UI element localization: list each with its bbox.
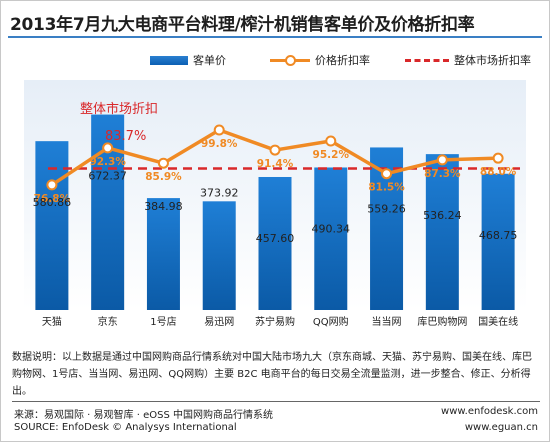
bar-2 <box>146 198 180 310</box>
rate-value-label: 92.3% <box>89 156 126 168</box>
title-rule <box>8 36 542 38</box>
rate-value-label: 87.3% <box>424 168 461 180</box>
bar-value-label: 468.75 <box>479 229 518 242</box>
x-tick-label: 苏宁易购 <box>255 315 295 328</box>
x-tick-label: 1号店 <box>150 315 176 328</box>
bar-value-label: 536.24 <box>423 209 462 222</box>
rate-value-label: 91.4% <box>257 158 294 170</box>
data-notes: 数据说明：以上数据是通过中国网购商品行情系统对中国大陆市场九大（京东商城、天猫、… <box>12 352 532 397</box>
bar-3 <box>202 201 236 310</box>
bar-value-label: 580.86 <box>33 196 72 209</box>
x-tick-label: 京东 <box>98 315 118 328</box>
x-tick-label: 当当网 <box>372 315 402 328</box>
bar-value-label: 672.37 <box>88 170 127 183</box>
legend-reference-label: 整体市场折扣率 <box>454 54 531 67</box>
rate-value-label: 95.2% <box>313 149 350 161</box>
rate-point-4 <box>269 144 281 156</box>
rate-point-5 <box>325 135 337 147</box>
bar-4 <box>258 176 292 310</box>
legend-item-bar: 客单价 <box>150 53 226 67</box>
bar-0 <box>35 141 69 310</box>
x-tick-label: 国美在线 <box>478 315 518 328</box>
source-cn: 来源：易观国际 · 易观智库 · eOSS 中国网购商品行情系统 <box>14 410 273 421</box>
rate-value-label: 85.9% <box>145 171 182 183</box>
x-tick-label: QQ网购 <box>313 315 349 328</box>
rate-point-7 <box>436 154 448 166</box>
rate-value-label: 76.8% <box>34 193 71 205</box>
reference-annotation: 整体市场折扣 <box>80 101 158 117</box>
bar-value-label: 373.92 <box>200 186 239 199</box>
bar-5 <box>314 167 348 310</box>
rate-point-0 <box>46 179 58 191</box>
bar-8 <box>481 173 515 310</box>
bar-value-label: 559.26 <box>367 202 406 215</box>
source-rule <box>12 401 540 402</box>
legend-line-swatch <box>270 55 310 66</box>
website-enfodesk: www.enfodesk.com <box>441 406 538 417</box>
legend-bar-label: 客单价 <box>193 54 226 67</box>
rate-point-1 <box>102 142 114 154</box>
legend-dash-swatch <box>405 58 449 62</box>
legend-bar-swatch <box>150 55 188 65</box>
rate-value-label: 99.8% <box>201 138 238 150</box>
reference-value-label: 83.7% <box>105 129 146 144</box>
legend: 客单价 价格折扣率 整体市场折扣率 <box>150 53 542 67</box>
bar-7 <box>425 154 459 310</box>
legend-item-line: 价格折扣率 <box>270 53 370 67</box>
x-tick-label: 库巴购物网 <box>417 315 467 328</box>
rate-point-3 <box>213 124 225 136</box>
rate-value-label: 88.0% <box>480 166 517 178</box>
rate-value-label: 81.5% <box>368 182 405 194</box>
bar-value-label: 490.34 <box>312 222 351 235</box>
rate-point-2 <box>157 157 169 169</box>
chart-title: 2013年7月九大电商平台料理/榨汁机销售客单价及价格折扣率 <box>10 15 475 35</box>
x-tick-label: 天猫 <box>42 315 62 328</box>
x-tick-label: 易迅网 <box>204 316 234 328</box>
bar-value-label: 384.98 <box>144 200 183 213</box>
rate-point-6 <box>381 168 393 180</box>
legend-item-reference: 整体市场折扣率 <box>405 53 531 67</box>
website-eguan: www.eguan.cn <box>464 422 538 433</box>
rate-point-8 <box>492 152 504 164</box>
legend-line-label: 价格折扣率 <box>315 54 370 67</box>
source-en: SOURCE: EnfoDesk © Analysys Internationa… <box>14 422 237 433</box>
bar-value-label: 457.60 <box>256 232 295 245</box>
